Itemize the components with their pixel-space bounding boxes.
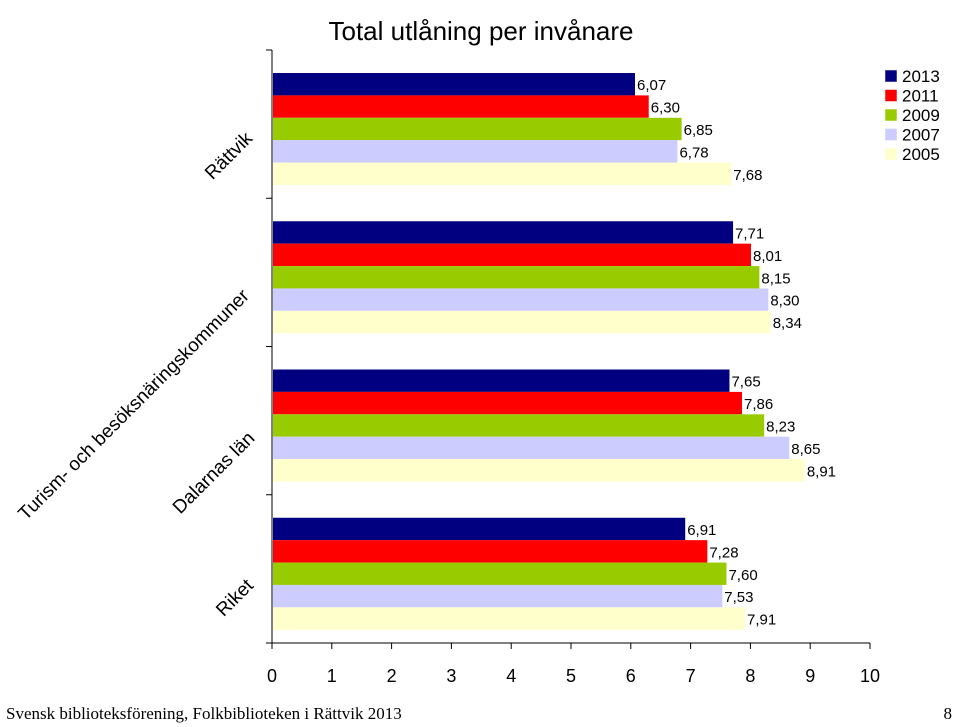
legend-label: 2009 bbox=[902, 106, 940, 125]
legend-label: 2011 bbox=[902, 87, 939, 106]
bar-2009-1 bbox=[273, 266, 760, 289]
bar-2013-0 bbox=[273, 73, 635, 96]
bar-2009-2 bbox=[273, 414, 765, 437]
data-label: 7,65 bbox=[731, 374, 760, 391]
bar-2005-1 bbox=[273, 310, 771, 334]
bar-2007-1 bbox=[273, 288, 769, 311]
legend-swatch-2007 bbox=[884, 128, 898, 141]
chart: Total utlåning per invånare 0 1 2 3 4 5 6 7 8 9 10 6… bbox=[14, 16, 940, 686]
x-tick-label: 0 bbox=[267, 666, 277, 686]
bar-2011-2 bbox=[273, 391, 743, 415]
x-tick-label: 2 bbox=[387, 666, 397, 686]
legend-label: 2007 bbox=[902, 126, 940, 145]
bar-2009-3 bbox=[273, 562, 727, 585]
bar-2007-3 bbox=[273, 584, 723, 608]
x-tick-label: 4 bbox=[506, 666, 516, 686]
bar-2011-1 bbox=[273, 243, 751, 267]
bar-2009-0 bbox=[273, 117, 682, 141]
x-tick-label: 5 bbox=[566, 666, 576, 686]
chart-title: Total utlåning per invånare bbox=[329, 16, 634, 46]
x-tick-label: 8 bbox=[745, 666, 755, 686]
data-label: 8,34 bbox=[773, 315, 802, 332]
data-label: 7,53 bbox=[724, 589, 753, 606]
x-tick-label: 7 bbox=[686, 666, 696, 686]
data-label: 8,65 bbox=[791, 441, 820, 458]
x-tick-label: 3 bbox=[446, 666, 456, 686]
x-tick-label: 10 bbox=[860, 666, 880, 686]
data-label: 8,91 bbox=[807, 463, 836, 480]
legend-swatch-2009 bbox=[884, 108, 898, 122]
data-label: 7,86 bbox=[744, 396, 773, 413]
x-tick-label: 6 bbox=[626, 666, 636, 686]
page-number: 8 bbox=[943, 704, 953, 723]
data-label: 7,60 bbox=[728, 567, 757, 584]
data-label: 6,30 bbox=[651, 100, 680, 117]
data-label: 6,91 bbox=[687, 522, 716, 539]
bar-2005-0 bbox=[273, 162, 732, 185]
data-label: 8,30 bbox=[770, 293, 799, 310]
data-label: 8,23 bbox=[766, 419, 795, 436]
legend-swatch-2011 bbox=[884, 89, 898, 102]
bar-2011-3 bbox=[273, 540, 708, 563]
data-label: 7,28 bbox=[709, 544, 738, 561]
footer-text: Svensk biblioteksförening, Folkbibliotek… bbox=[6, 704, 402, 723]
legend-swatch-2005 bbox=[884, 147, 898, 161]
bar-2013-1 bbox=[273, 221, 734, 244]
data-label: 6,85 bbox=[684, 122, 713, 139]
footer: Svensk biblioteksförening, Folkbibliotek… bbox=[0, 699, 960, 727]
legend-label: 2013 bbox=[902, 67, 940, 86]
bar-2005-2 bbox=[273, 459, 805, 482]
x-tick-label: 9 bbox=[805, 666, 815, 686]
data-label: 7,91 bbox=[747, 612, 776, 629]
bar-2005-3 bbox=[273, 607, 746, 630]
bar-2007-2 bbox=[273, 436, 790, 460]
bar-2013-3 bbox=[273, 517, 686, 541]
x-tick-label: 1 bbox=[327, 666, 337, 686]
data-label: 7,71 bbox=[735, 225, 764, 242]
data-label: 8,15 bbox=[761, 270, 790, 287]
data-label: 6,78 bbox=[679, 144, 708, 161]
legend-swatch-2013 bbox=[884, 69, 898, 83]
bar-2011-0 bbox=[273, 95, 649, 118]
data-label: 8,01 bbox=[753, 248, 782, 265]
data-label: 6,07 bbox=[637, 77, 666, 94]
bar-2007-0 bbox=[273, 140, 678, 163]
bar-2013-2 bbox=[273, 369, 730, 392]
data-label: 7,68 bbox=[733, 167, 762, 184]
legend-label: 2005 bbox=[902, 145, 940, 164]
